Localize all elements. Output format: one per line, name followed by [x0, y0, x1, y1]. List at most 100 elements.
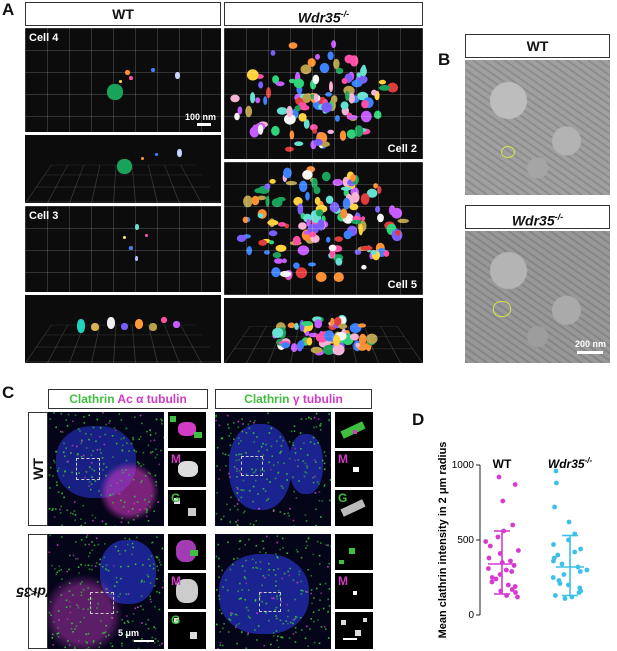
vesicle: [276, 107, 288, 115]
vesicle: [334, 236, 343, 242]
vesicle: [249, 126, 260, 138]
wt-gamma-inset-merge: [335, 412, 373, 448]
data-point: [553, 468, 559, 474]
vesicle: [350, 333, 359, 341]
vesicle: [351, 79, 363, 88]
vesicle: [356, 72, 362, 78]
chart-category-ko: Wdr35-/-: [548, 456, 593, 471]
panel-b-ko-header: Wdr35-/-: [465, 205, 610, 229]
vesicle: [359, 343, 370, 350]
wt-ac-tubulin-image: [48, 412, 164, 526]
clathrin-intensity-chart: Mean clathrin intensity in 2 μm radius 0…: [437, 442, 593, 639]
vesicle: [340, 186, 352, 191]
data-point: [508, 558, 513, 564]
wt-cell3-top-view: Cell 3: [25, 206, 221, 292]
vesicle: [340, 208, 348, 219]
vesicle: [315, 53, 320, 60]
vesicle: [234, 112, 240, 121]
vesicle: [257, 195, 267, 201]
data-point: [555, 552, 561, 558]
data-point: [554, 480, 559, 486]
vesicle: [371, 89, 378, 96]
vesicle: [334, 115, 340, 122]
vesicle: [314, 196, 321, 205]
vesicle: [358, 333, 367, 346]
vesicle: [373, 183, 378, 189]
data-point: [577, 569, 583, 574]
vesicle: [354, 249, 362, 255]
vesicle: [288, 42, 298, 49]
cell2-label: Cell 2: [387, 143, 417, 155]
vesicle: [290, 343, 298, 353]
vesicle: [294, 141, 304, 146]
row-label-wt: WT: [28, 412, 48, 526]
vesicle: [361, 100, 369, 109]
wt-gamma-tubulin-image: [215, 412, 331, 526]
vesicle: [325, 92, 332, 97]
vesicle: [267, 219, 279, 226]
ko-cell5-side-view: [224, 298, 423, 363]
vesicle: [319, 62, 330, 74]
vesicle: [293, 262, 300, 269]
vesicle: [258, 81, 264, 89]
data-point: [486, 555, 492, 561]
vesicle: [326, 236, 331, 243]
vesicle: [263, 250, 270, 255]
vesicle: [297, 340, 305, 350]
wt-ac-inset-g: G: [168, 490, 206, 526]
panel-c-header-2: Clathrin γ tubulin: [215, 389, 372, 409]
ko-cell5-top-view: Cell 5: [224, 162, 423, 295]
data-point: [557, 581, 563, 586]
vesicle: [298, 222, 307, 230]
data-point: [509, 587, 515, 592]
vesicle: [349, 203, 359, 211]
y-tick-label: 1000: [452, 460, 475, 471]
vesicle: [360, 245, 373, 251]
vesicle: [257, 213, 264, 219]
vesicle: [360, 66, 367, 77]
data-point: [561, 572, 567, 577]
vesicle: [310, 346, 323, 354]
vesicle: [347, 115, 358, 120]
vesicle: [311, 177, 318, 189]
vesicle: [339, 130, 347, 141]
vesicle: [265, 195, 270, 207]
cell4-label: Cell 4: [29, 32, 59, 44]
ko-ac-inset-merge: [168, 534, 206, 570]
ko-side-vesicles: [272, 314, 378, 356]
vesicle: [287, 322, 296, 329]
vesicle: [266, 87, 271, 99]
cell3-label: Cell 3: [29, 210, 59, 222]
vesicle: [295, 267, 308, 279]
data-point: [496, 474, 502, 480]
vesicle: [279, 270, 292, 278]
vesicle: [361, 216, 366, 221]
scale-label-c: 5 μm: [118, 628, 140, 638]
vesicle: [274, 258, 283, 264]
vesicle: [258, 239, 268, 246]
vesicle: [230, 94, 240, 103]
panel-a-ko-header: Wdr35-/-: [224, 2, 423, 26]
vesicle: [306, 337, 313, 346]
vesicle: [300, 321, 313, 327]
data-point: [551, 542, 556, 547]
data-point: [509, 569, 515, 574]
vesicle: [350, 174, 356, 182]
panel-label-b: B: [438, 50, 451, 69]
vesicle: [338, 323, 348, 330]
cell5-label: Cell 5: [387, 279, 417, 291]
wt-cell4-top-view: Cell 4 100 nm: [25, 28, 221, 132]
vesicle: [395, 230, 401, 236]
vesicle: [342, 197, 351, 210]
y-tick-label: 0: [468, 610, 474, 621]
vesicle: [289, 130, 295, 140]
vesicle: [388, 205, 396, 216]
ko-cell2-vesicles: [230, 40, 398, 152]
vesicle: [321, 171, 331, 182]
vesicle: [378, 79, 386, 85]
data-point: [503, 567, 509, 573]
vesicle: [383, 250, 390, 257]
wt-gamma-inset-g: G: [335, 490, 373, 526]
vesicle: [284, 114, 296, 125]
vesicle: [332, 334, 341, 346]
